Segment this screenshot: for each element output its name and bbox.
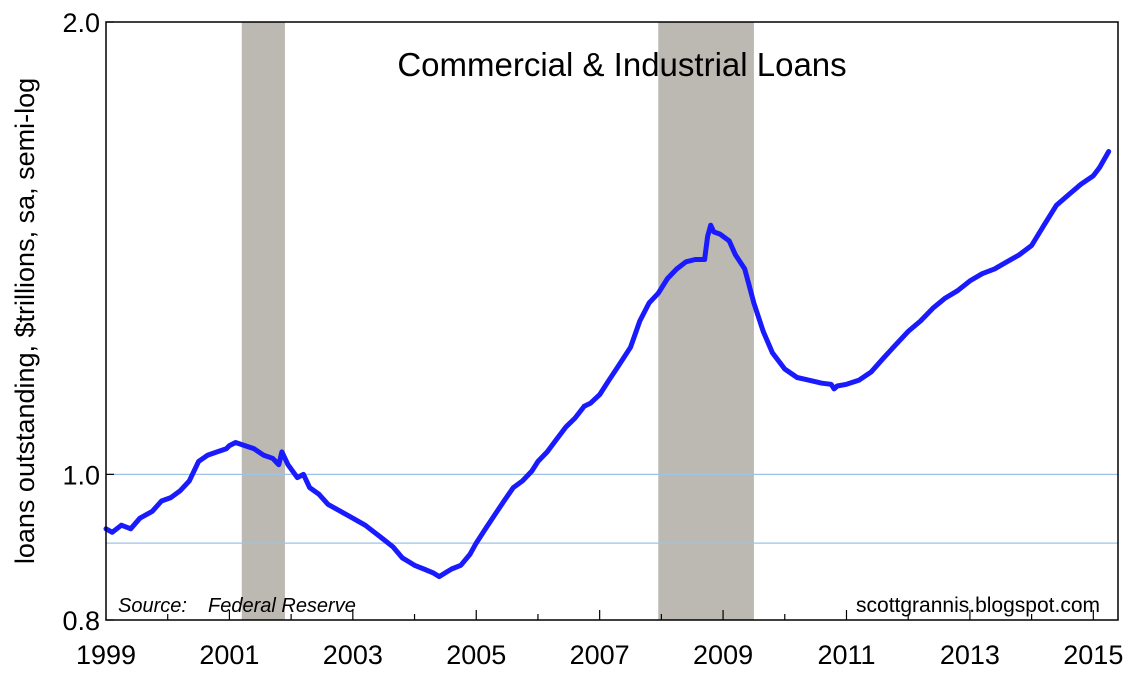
x-tick-label-2005: 2005 xyxy=(446,640,506,670)
x-axis: 1999 2001 2003 2005 2007 2009 2011 2013 2015 xyxy=(76,610,1123,670)
credit-text: scottgrannis.blogspot.com xyxy=(856,594,1100,617)
x-tick-label-2007: 2007 xyxy=(570,640,630,670)
x-tick-label-2013: 2013 xyxy=(940,640,1000,670)
y-tick-label-0: 0.8 xyxy=(62,606,100,636)
gridlines xyxy=(106,473,1118,544)
source-label: Source: xyxy=(118,595,187,617)
series-layer xyxy=(103,149,1112,580)
x-tick-label-2011: 2011 xyxy=(817,640,875,670)
recession-band-1 xyxy=(241,22,285,620)
source-text: Federal Reserve xyxy=(208,595,356,617)
chart-title: Commercial & Industrial Loans xyxy=(397,46,846,83)
x-tick-label-2015: 2015 xyxy=(1063,640,1123,670)
y-tick-label-2: 2.0 xyxy=(62,8,100,38)
series-line-1 xyxy=(103,149,1112,580)
plot-frame xyxy=(105,21,1119,621)
recession-band-2 xyxy=(658,22,754,620)
y-axis: 0.8 1.0 2.0 xyxy=(62,8,114,636)
recession-bands xyxy=(241,22,754,620)
y-axis-label: loans outstanding, $trillions, sa, semi-… xyxy=(10,78,40,564)
x-tick-label-2003: 2003 xyxy=(323,640,383,670)
y-tick-label-1: 1.0 xyxy=(62,460,100,490)
x-tick-label-2001: 2001 xyxy=(199,640,259,670)
x-tick-label-1999: 1999 xyxy=(76,640,136,670)
x-tick-label-2009: 2009 xyxy=(693,640,753,670)
